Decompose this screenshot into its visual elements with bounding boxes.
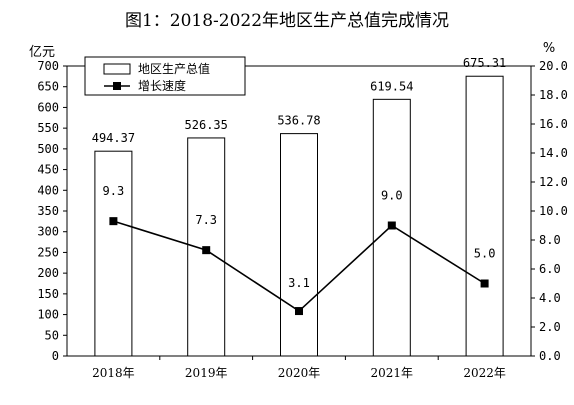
left-tick-label: 200 xyxy=(37,266,59,280)
legend-box xyxy=(84,56,246,96)
line-series: 9.3 7.3 3.1 9.0 5.0 xyxy=(103,184,496,316)
right-tick-label: 8.0 xyxy=(539,233,561,247)
left-tick-label: 300 xyxy=(37,225,59,239)
right-tick-label: 0.0 xyxy=(539,349,561,363)
left-tick-label: 100 xyxy=(37,308,59,322)
bar-value-label: 526.35 xyxy=(185,118,228,132)
bar-value-label: 675.31 xyxy=(463,56,506,70)
right-tick-label: 4.0 xyxy=(539,291,561,305)
bar xyxy=(94,150,133,357)
left-tick-label: 450 xyxy=(37,163,59,177)
category-label: 2018年 xyxy=(92,366,135,380)
left-axis-ticks: 0 50 100 150 200 250 300 350 400 450 500 550 600 650 7… xyxy=(37,59,67,363)
line-value-label: 7.3 xyxy=(195,213,217,227)
right-tick-label: 20.0 xyxy=(539,59,568,73)
line-value-label: 9.3 xyxy=(103,184,125,198)
left-tick-label: 400 xyxy=(37,183,59,197)
line-value-label: 9.0 xyxy=(381,189,403,203)
left-tick-label: 350 xyxy=(37,204,59,218)
legend-bar-swatch xyxy=(103,63,131,75)
right-tick-label: 16.0 xyxy=(539,117,568,131)
left-tick-label: 700 xyxy=(37,59,59,73)
left-tick-label: 250 xyxy=(37,245,59,259)
right-tick-label: 18.0 xyxy=(539,88,568,102)
line-marker xyxy=(480,279,489,288)
left-tick-label: 550 xyxy=(37,121,59,135)
left-tick-label: 150 xyxy=(37,287,59,301)
right-tick-label: 12.0 xyxy=(539,175,568,189)
left-tick-label: 0 xyxy=(52,349,59,363)
left-tick-label: 50 xyxy=(45,328,59,342)
chart-title: 图1：2018-2022年地区生产总值完成情况 xyxy=(124,11,450,31)
category-label: 2022年 xyxy=(463,366,506,380)
category-label: 2021年 xyxy=(371,366,414,380)
right-tick-label: 10.0 xyxy=(539,204,568,218)
legend-label-growth: 增长速度 xyxy=(138,78,186,93)
bar xyxy=(280,133,318,357)
right-axis-ticks: 0.0 2.0 4.0 6.0 8.0 10.0 12.0 14.0 16.0 18.0 20.0 xyxy=(531,59,568,363)
line-marker xyxy=(202,246,211,255)
line-value-label: 3.1 xyxy=(288,276,310,290)
bar-value-label: 536.78 xyxy=(277,114,320,128)
bar xyxy=(465,75,504,357)
right-tick-label: 14.0 xyxy=(539,146,568,160)
right-tick-label: 6.0 xyxy=(539,262,561,276)
line-marker xyxy=(387,221,396,230)
legend-label-gdp: 地区生产总值 xyxy=(138,61,210,76)
left-axis-unit: 亿元 xyxy=(29,45,55,60)
bar-value-label: 494.37 xyxy=(92,131,135,145)
line-marker xyxy=(109,217,118,226)
line-value-label: 5.0 xyxy=(474,247,496,261)
left-tick-label: 650 xyxy=(37,80,59,94)
category-labels: 2018年 2019年 2020年 2021年 2022年 xyxy=(92,356,506,380)
category-label: 2019年 xyxy=(185,366,228,380)
left-tick-label: 500 xyxy=(37,142,59,156)
right-tick-label: 2.0 xyxy=(539,320,561,334)
legend-marker-swatch xyxy=(113,82,121,90)
right-axis-unit: % xyxy=(543,41,555,56)
line-marker xyxy=(295,307,303,316)
bar-value-label: 619.54 xyxy=(370,79,413,93)
category-label: 2020年 xyxy=(278,366,321,380)
left-tick-label: 600 xyxy=(37,100,59,114)
